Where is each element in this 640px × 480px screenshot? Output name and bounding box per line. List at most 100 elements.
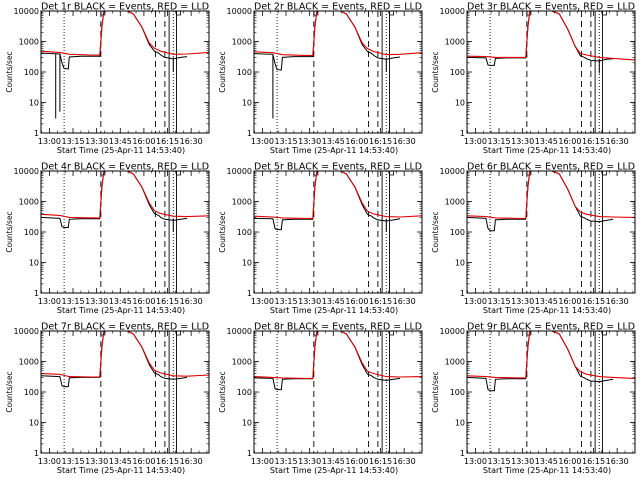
top-flag-mark [602, 11, 607, 16]
y-tick-label: 10000 [14, 167, 39, 176]
x-tick-label: 13:15 [487, 137, 510, 146]
panel-title: Det 6r BLACK = Events, RED = LLD [467, 162, 635, 173]
y-axis-label: Counts/sec [431, 371, 440, 412]
y-tick-label: 1000 [445, 38, 465, 47]
y-tick-label: 10 [29, 259, 39, 268]
series-lld-line [41, 11, 209, 56]
series-events-line [254, 171, 401, 231]
x-tick-label: 16:00 [345, 457, 368, 466]
x-tick-label: 16:30 [393, 297, 416, 306]
y-axis-label: Counts/sec [5, 51, 14, 92]
x-tick-label: 13:30 [85, 457, 108, 466]
y-tick-label: 10 [242, 419, 252, 428]
y-axis-label: Counts/sec [5, 211, 14, 252]
x-tick-label: 16:00 [345, 297, 368, 306]
y-tick-label: 1000 [19, 198, 39, 207]
y-tick-label: 1 [34, 289, 39, 298]
y-tick-label: 1 [247, 449, 252, 458]
panel-7: Det 7r BLACK = Events, RED = LLD Counts/s… [5, 322, 210, 475]
x-axis-label: Start Time (25-Apr-11 14:53:40) [483, 146, 611, 155]
x-tick-label: 16:00 [132, 137, 155, 146]
y-tick-label: 1 [460, 449, 465, 458]
x-tick-label: 13:15 [487, 457, 510, 466]
y-tick-label: 10 [455, 419, 465, 428]
panel-9: Det 9r BLACK = Events, RED = LLD Counts/s… [431, 322, 636, 475]
top-flag-mark [389, 11, 394, 16]
x-tick-label: 16:30 [393, 457, 416, 466]
x-tick-label: 16:00 [558, 457, 581, 466]
y-tick-label: 10000 [227, 167, 252, 176]
x-tick-label: 16:15 [156, 137, 179, 146]
series-events-line [41, 171, 188, 228]
y-tick-label: 1000 [232, 38, 252, 47]
panel-4: Det 4r BLACK = Events, RED = LLD Counts/s… [5, 162, 210, 315]
y-tick-label: 1 [247, 289, 252, 298]
x-tick-label: 13:15 [487, 297, 510, 306]
x-axis-label: Start Time (25-Apr-11 14:53:40) [270, 466, 398, 475]
x-tick-label: 13:15 [61, 137, 84, 146]
x-tick-label: 16:15 [582, 137, 605, 146]
y-tick-label: 1 [460, 289, 465, 298]
series-lld-line [254, 171, 422, 219]
plot-frame [40, 10, 210, 134]
x-tick-label: 13:15 [274, 457, 297, 466]
x-tick-label: 16:15 [156, 297, 179, 306]
x-tick-label: 13:30 [85, 137, 108, 146]
x-tick-label: 13:45 [322, 137, 345, 146]
y-tick-label: 1000 [19, 358, 39, 367]
x-tick-label: 13:45 [322, 457, 345, 466]
y-axis-label: Counts/sec [218, 51, 227, 92]
x-tick-label: 16:15 [369, 457, 392, 466]
y-axis-label: Counts/sec [431, 211, 440, 252]
series-group [41, 331, 209, 388]
x-tick-label: 16:00 [558, 137, 581, 146]
x-tick-label: 16:00 [132, 457, 155, 466]
x-tick-label: 13:45 [535, 137, 558, 146]
x-tick-label: 13:00 [464, 137, 487, 146]
x-axis-label: Start Time (25-Apr-11 14:53:40) [270, 146, 398, 155]
x-tick-label: 13:45 [322, 297, 345, 306]
y-tick-label: 10 [29, 419, 39, 428]
y-tick-label: 1 [34, 449, 39, 458]
panel-title: Det 5r BLACK = Events, RED = LLD [254, 162, 422, 173]
x-tick-label: 13:00 [38, 457, 61, 466]
top-flag-mark [389, 171, 394, 176]
panel-6: Det 6r BLACK = Events, RED = LLD Counts/s… [431, 162, 636, 315]
panel-1: Det 1r BLACK = Events, RED = LLD Counts/s… [5, 2, 210, 155]
y-tick-label: 100 [450, 388, 465, 397]
y-tick-label: 10000 [440, 167, 465, 176]
series-group [467, 331, 635, 392]
panel-title: Det 1r BLACK = Events, RED = LLD [41, 2, 209, 13]
series-group [467, 171, 635, 232]
top-flag-mark [602, 171, 607, 176]
y-tick-label: 10 [455, 99, 465, 108]
panel-title: Det 9r BLACK = Events, RED = LLD [467, 322, 635, 333]
x-tick-label: 16:30 [180, 297, 203, 306]
x-tick-label: 16:30 [606, 457, 629, 466]
x-tick-label: 13:00 [464, 457, 487, 466]
x-tick-label: 16:30 [606, 297, 629, 306]
series-group [467, 11, 635, 74]
series-lld-line [254, 331, 422, 379]
x-tick-label: 16:15 [369, 137, 392, 146]
x-axis-label: Start Time (25-Apr-11 14:53:40) [270, 306, 398, 315]
x-tick-label: 13:45 [109, 297, 132, 306]
plot-frame [40, 170, 210, 294]
y-tick-label: 10000 [440, 327, 465, 336]
y-tick-label: 100 [24, 68, 39, 77]
y-tick-label: 10 [242, 259, 252, 268]
y-tick-label: 1000 [445, 198, 465, 207]
x-tick-label: 16:15 [156, 457, 179, 466]
panel-title: Det 8r BLACK = Events, RED = LLD [254, 322, 422, 333]
panel-title: Det 7r BLACK = Events, RED = LLD [41, 322, 209, 333]
y-axis-label: Counts/sec [218, 211, 227, 252]
series-lld-line [41, 331, 209, 378]
x-tick-label: 16:15 [582, 457, 605, 466]
x-tick-label: 13:15 [274, 297, 297, 306]
panel-title: Det 4r BLACK = Events, RED = LLD [41, 162, 209, 173]
plot-frame [253, 170, 423, 294]
x-tick-label: 13:00 [251, 457, 274, 466]
series-events-line [254, 11, 401, 71]
panel-title: Det 2r BLACK = Events, RED = LLD [254, 2, 422, 13]
x-axis-label: Start Time (25-Apr-11 14:53:40) [483, 466, 611, 475]
